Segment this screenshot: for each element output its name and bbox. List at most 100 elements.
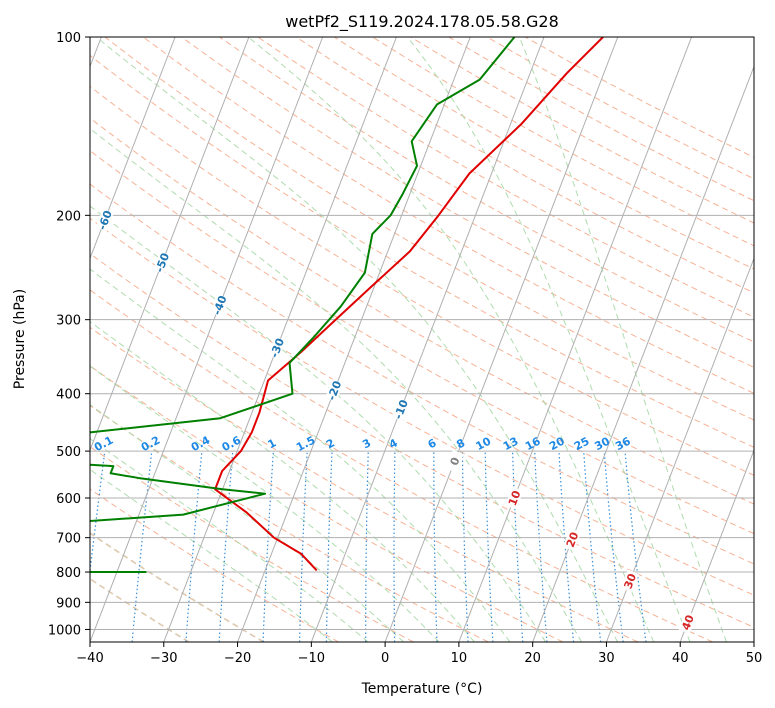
dry-adiabat-line (90, 117, 754, 505)
moist-adiabat-line (90, 438, 369, 642)
x-tick-label: −10 (298, 651, 325, 666)
moist-adiabats (90, 37, 727, 642)
dry-adiabat-line (181, 37, 754, 368)
mixing-ratio-line (90, 451, 106, 576)
mixing-ratio-line (583, 451, 602, 642)
isotherm-line (605, 256, 754, 642)
dry-adiabat-line (90, 150, 754, 535)
x-tick-label: 20 (524, 651, 541, 666)
mixing-ratio-label: 13 (501, 435, 521, 454)
moist-adiabat-line (90, 321, 475, 642)
isotherm-line (384, 37, 619, 642)
moist-adiabat-line (90, 127, 582, 642)
plot-frame (89, 36, 755, 643)
isotherm-label: -50 (153, 251, 172, 275)
mixing-ratio-label: 20 (547, 434, 567, 453)
sounding-series (90, 37, 604, 574)
isotherm-line (458, 37, 693, 642)
x-axis: −40 −30 −20 −10 0 10 20 30 40 50 (76, 642, 762, 666)
dry-adiabat-line (90, 404, 489, 642)
isotherm-label-bg (445, 449, 464, 473)
mixing-ratio-label: 30 (592, 434, 612, 453)
mixing-ratio-label: 25 (572, 435, 592, 454)
isotherm-label-bg (620, 569, 640, 593)
isotherm-label: -40 (210, 293, 229, 317)
dry-adiabats (90, 37, 754, 642)
dry-adiabat-line (90, 488, 339, 642)
isotherm-label: 40 (679, 613, 697, 632)
mixing-ratio-line (484, 451, 494, 642)
mixing-ratio-line (461, 451, 469, 642)
isotherm-line (679, 448, 754, 642)
isotherm-line (90, 37, 176, 260)
y-tick-label: 500 (56, 445, 81, 460)
dry-adiabat-line (90, 217, 754, 596)
mixing-ratio-label: 10 (474, 434, 494, 453)
dry-adiabat-line (142, 37, 754, 394)
y-tick-label: 800 (56, 566, 81, 581)
isotherm-label-bg (95, 208, 114, 232)
mixing-ratio-label: 4 (387, 436, 400, 451)
x-tick-label: 40 (672, 651, 689, 666)
x-tick-label: 50 (746, 651, 763, 666)
isotherm-label-bg (152, 251, 172, 275)
x-tick-label: 0 (381, 651, 389, 666)
mixing-ratio-line (393, 451, 396, 642)
mixing-ratio-line (558, 451, 575, 642)
dry-adiabat-line (90, 54, 754, 448)
y-tick-label: 900 (56, 596, 81, 611)
moist-adiabat-line (90, 365, 440, 642)
mixing-ratio-line (433, 451, 438, 642)
y-tick-label: 300 (56, 314, 81, 329)
y-tick-label: 700 (56, 532, 81, 547)
dry-adiabat-line (90, 532, 265, 642)
isotherm-label: 20 (564, 530, 582, 549)
isotherm-label: -70 (38, 166, 57, 190)
x-tick-label: −30 (150, 651, 177, 666)
isotherm-lines (90, 37, 754, 642)
isotherm-line (753, 640, 754, 642)
moist-adiabat-line (90, 404, 404, 642)
isotherm-label-bg (38, 166, 56, 189)
temperature-profile (214, 37, 604, 572)
x-tick-label: 30 (598, 651, 615, 666)
x-tick-label: −20 (224, 651, 251, 666)
dry-adiabat-line (219, 37, 754, 343)
y-tick-label: 100 (56, 31, 81, 46)
moist-adiabat-line (406, 37, 691, 642)
plot-area: -100-90-80-70-60-50-40-30-20-10010203040… (38, 37, 754, 642)
isotherm-line (310, 37, 545, 642)
moist-adiabat-line (518, 37, 727, 642)
isotherm-label-bg (678, 610, 697, 634)
dry-adiabat-line (448, 37, 754, 202)
moist-adiabat-line (247, 37, 655, 642)
dry-adiabat-line (295, 37, 754, 294)
mixing-ratio-label: 36 (613, 434, 633, 453)
mixing-ratio-line (185, 451, 203, 642)
dry-adiabat-line (486, 37, 754, 180)
dry-adiabat-line (90, 326, 639, 642)
mixing-ratio-label: 3 (360, 436, 373, 451)
y-tick-label: 1000 (48, 623, 81, 638)
mixing-ratio-line (262, 451, 274, 642)
y-tick-label: 600 (56, 492, 81, 507)
moist-adiabat-line (90, 205, 547, 642)
mixing-ratio-line (603, 451, 624, 642)
x-tick-label: 10 (451, 651, 468, 666)
isotherm-line (90, 37, 324, 642)
moist-adiabat-line (95, 37, 618, 642)
x-tick-label: −40 (76, 651, 103, 666)
mixing-ratio-label: 8 (454, 436, 467, 451)
isotherm-label-bg (210, 293, 229, 317)
isotherm-label: -30 (268, 336, 287, 360)
dry-adiabat-line (410, 37, 754, 224)
isotherm-line (90, 37, 250, 452)
mixing-ratio-lines (90, 451, 647, 642)
mixing-ratio-label: 16 (523, 434, 543, 453)
y-axis: 100 200 300 400 500 600 700 800 900 1000 (48, 31, 90, 638)
dewpoint-profile (90, 37, 516, 574)
mixing-ratio-line (624, 451, 647, 642)
y-axis-title: Pressure (hPa) (12, 289, 28, 389)
